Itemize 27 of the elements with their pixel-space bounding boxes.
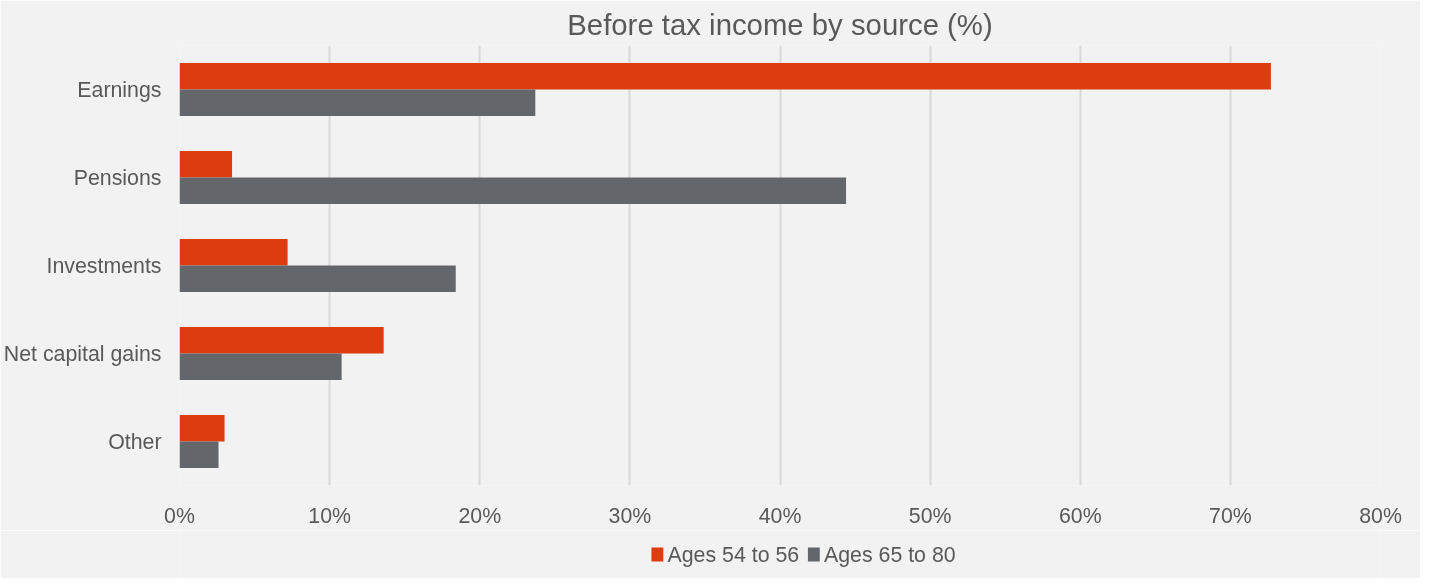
legend-label: Ages 65 to 80 xyxy=(823,542,956,567)
bar xyxy=(179,415,225,442)
chart-title: Before tax income by source (%) xyxy=(567,7,993,41)
x-tick-label: 30% xyxy=(608,503,652,528)
x-tick-label: 80% xyxy=(1359,503,1402,528)
bar xyxy=(179,63,1271,90)
x-tick-label: 50% xyxy=(908,503,952,528)
y-tick-label: Net capital gains xyxy=(3,341,162,366)
x-tick-label: 40% xyxy=(758,503,802,528)
y-tick-label: Investments xyxy=(46,253,162,278)
x-tick-label: 0% xyxy=(164,503,195,528)
y-tick-label: Other xyxy=(108,429,162,454)
legend-label: Ages 54 to 56 xyxy=(667,542,800,567)
y-tick-label: Earnings xyxy=(77,77,162,102)
bar xyxy=(179,177,847,204)
bar xyxy=(179,441,219,468)
bar xyxy=(179,265,456,292)
bar xyxy=(179,327,384,354)
bar xyxy=(179,353,342,380)
x-tick-label: 60% xyxy=(1058,503,1102,528)
y-tick-label: Pensions xyxy=(73,165,162,190)
bar xyxy=(179,239,288,266)
bar xyxy=(179,151,233,178)
bar xyxy=(179,89,536,116)
x-tick-label: 70% xyxy=(1209,503,1252,528)
x-tick-label: 10% xyxy=(308,503,351,528)
x-tick-label: 20% xyxy=(458,503,502,528)
